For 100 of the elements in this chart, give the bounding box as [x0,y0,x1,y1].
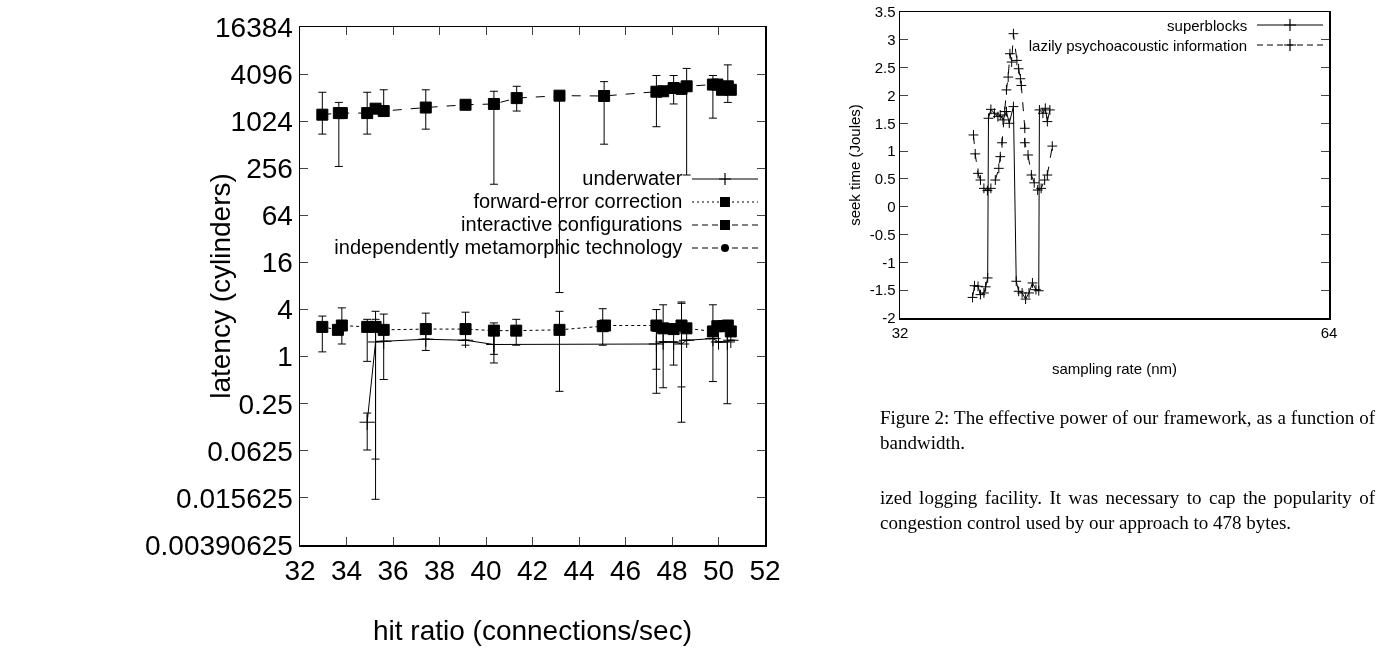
point [969,280,980,292]
point [980,281,992,293]
point [968,129,979,141]
x-tick-label: 46 [609,555,642,587]
y-tick-label: 4 [277,294,293,326]
point [487,97,500,110]
legend-label: underwater [582,167,683,191]
y-tick-label: 16384 [215,11,293,43]
y-tick-label: 64 [261,200,293,232]
point [972,167,984,179]
y-tick-label: 16 [261,247,293,279]
x-tick-label: 48 [656,555,688,587]
point [335,319,348,332]
point [1019,122,1031,134]
point [982,185,993,196]
point [1023,287,1035,299]
point [1046,140,1058,152]
y-axis-title: seek time (Joules) [845,104,863,226]
point [553,323,566,336]
x-tick-label: 34 [330,555,363,587]
point [724,325,737,338]
point [459,98,472,111]
y-tick-label: 3 [887,31,896,49]
point [1014,73,1026,85]
point [1010,275,1022,287]
point [316,320,329,333]
point [1008,28,1019,40]
point [967,292,978,303]
point [680,80,693,93]
x-tick-label: 44 [563,555,595,587]
x-tick-label: 40 [470,555,502,587]
caption: Figure 2: The effective power of our framework, as a function of bandwidth. [880,406,1375,455]
point [1019,137,1031,149]
point [377,323,390,336]
y-tick-label: 0.015625 [176,482,293,514]
point [459,323,472,336]
point [988,107,1000,119]
x-axis-title: hit ratio (connections/sec) [372,614,693,646]
x-tick-label: 50 [702,555,735,587]
point [657,85,670,98]
point [1041,169,1053,181]
y-tick-label: 1 [277,341,293,373]
point [994,151,1006,163]
point [598,89,611,102]
x-tick-label: 38 [423,555,456,587]
y-tick-label: 0.0625 [207,435,293,467]
point [1025,169,1037,181]
point [419,101,432,114]
point [377,105,390,118]
point [553,89,566,102]
point [1039,174,1051,186]
point [358,414,376,431]
point [510,324,523,337]
point [1015,80,1027,91]
point [1039,102,1051,114]
point [1001,84,1012,96]
point [510,92,523,105]
point [982,272,994,284]
y-tick-label: 0 [887,197,896,215]
point [680,322,693,335]
y-tick-label: -1.5 [869,281,896,299]
point [1034,104,1045,116]
legend-label: superblocks [1167,16,1248,34]
x-tick-label: 42 [516,555,549,587]
y-tick-label: -0.5 [869,225,896,243]
point [1037,107,1049,119]
y-tick-label: 3.5 [874,3,896,21]
y-tick-label: 4096 [230,58,293,90]
text: ized logging facility. It was necessary to cap the popularity of congestion control used by our approach to 478 bytes. [880,486,1375,535]
y-tick-label: 256 [246,153,293,185]
legend-label: lazily psychoacoustic information [1028,36,1248,54]
y-tick-label: 1 [887,142,896,160]
x-axis-title: sampling rate (nm) [1051,359,1178,377]
point [996,137,1008,149]
point [993,162,1005,174]
y-tick-label: 2 [887,86,896,104]
point [487,324,500,337]
y-tick-label: 0.25 [238,388,293,420]
point [969,148,981,160]
point [985,103,997,115]
x-tick-label: 36 [377,555,409,587]
y-tick-label: 0.5 [874,170,896,188]
y-tick-label: 1.5 [874,114,896,132]
point [989,174,1001,186]
point [985,182,997,194]
y-axis-title: latency (cylinders) [205,173,237,399]
point [975,289,986,301]
y-tick-label: -1 [882,253,896,271]
y-tick-label: 2.5 [874,58,896,76]
point [1041,116,1053,127]
point [419,323,432,336]
point [1002,71,1014,83]
x-tick-label: 52 [749,555,781,587]
point [983,112,994,124]
point [678,332,695,349]
point [1008,101,1019,112]
y-tick-label: 1024 [230,105,293,137]
point [316,108,329,121]
point [1022,149,1034,161]
point [975,174,986,186]
